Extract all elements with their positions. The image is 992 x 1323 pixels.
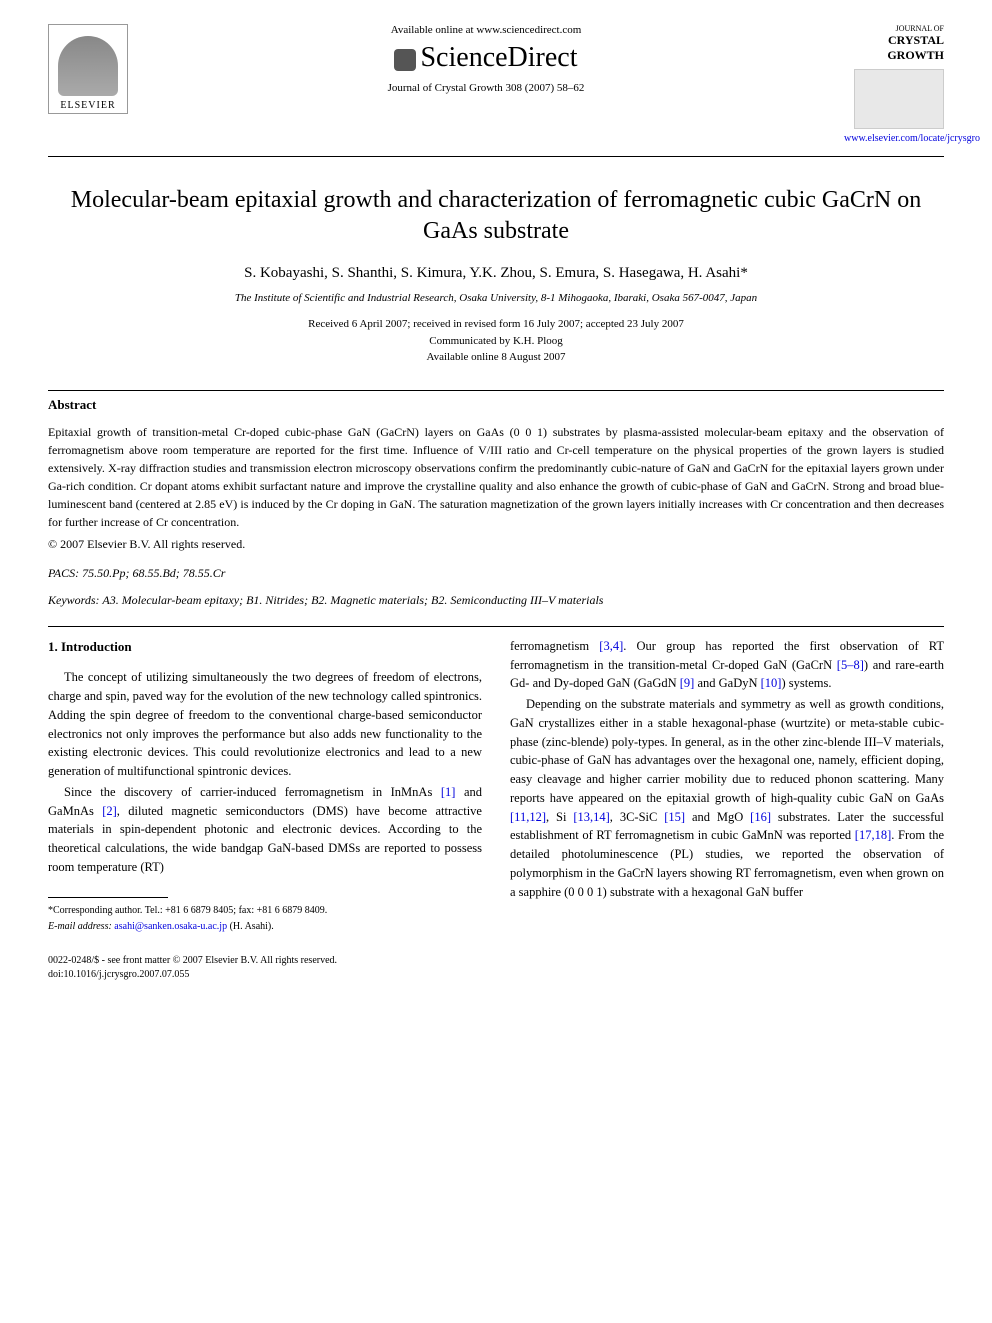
journal-url-link[interactable]: www.elsevier.com/locate/jcrysgro: [844, 133, 944, 144]
ref-link-1[interactable]: [1]: [441, 785, 456, 799]
ref-link-58[interactable]: [5–8]: [837, 658, 864, 672]
left-column: 1. Introduction The concept of utilizing…: [48, 637, 482, 936]
affiliation: The Institute of Scientific and Industri…: [48, 292, 944, 304]
pacs-line: PACS: 75.50.Pp; 68.55.Bd; 78.55.Cr: [48, 566, 944, 581]
sciencedirect-text: ScienceDirect: [420, 42, 577, 73]
keywords-line: Keywords: A3. Molecular-beam epitaxy; B1…: [48, 593, 944, 608]
publication-dates: Received 6 April 2007; received in revis…: [48, 316, 944, 366]
introduction-heading: 1. Introduction: [48, 637, 482, 657]
abstract-heading: Abstract: [48, 397, 944, 413]
ref-link-10[interactable]: [10]: [761, 676, 782, 690]
sciencedirect-icon: [394, 49, 416, 71]
available-online-date: Available online 8 August 2007: [48, 349, 944, 366]
ref-link-34[interactable]: [3,4]: [599, 639, 623, 653]
journal-citation: Journal of Crystal Growth 308 (2007) 58–…: [128, 82, 844, 94]
corresponding-author-footnote: *Corresponding author. Tel.: +81 6 6879 …: [48, 904, 482, 918]
email-link[interactable]: asahi@sanken.osaka-u.ac.jp: [114, 921, 227, 932]
email-author-name: (H. Asahi).: [230, 921, 274, 932]
publisher-name: ELSEVIER: [60, 100, 115, 111]
available-online-text: Available online at www.sciencedirect.co…: [128, 24, 844, 36]
journal-cover-block: JOURNAL OF CRYSTAL GROWTH www.elsevier.c…: [844, 24, 944, 144]
communicated-by: Communicated by K.H. Ploog: [48, 333, 944, 350]
journal-name-small: JOURNAL OF: [844, 24, 944, 33]
journal-name-bold: CRYSTAL GROWTH: [844, 33, 944, 63]
keywords-text: A3. Molecular-beam epitaxy; B1. Nitrides…: [102, 593, 603, 607]
authors-list: S. Kobayashi, S. Shanthi, S. Kimura, Y.K…: [48, 265, 944, 282]
footer-info: 0022-0248/$ - see front matter © 2007 El…: [48, 954, 944, 982]
copyright-text: © 2007 Elsevier B.V. All rights reserved…: [48, 537, 944, 552]
intro-paragraph-2: Since the discovery of carrier-induced f…: [48, 783, 482, 877]
header-row: ELSEVIER Available online at www.science…: [48, 24, 944, 144]
ref-link-15[interactable]: [15]: [664, 810, 685, 824]
footnote-separator: [48, 897, 168, 898]
abstract-top-divider: [48, 390, 944, 391]
abstract-text: Epitaxial growth of transition-metal Cr-…: [48, 423, 944, 531]
elsevier-tree-icon: [58, 36, 118, 96]
received-date: Received 6 April 2007; received in revis…: [48, 316, 944, 333]
ref-link-9[interactable]: [9]: [680, 676, 695, 690]
center-header: Available online at www.sciencedirect.co…: [128, 24, 844, 94]
col2-paragraph-1: ferromagnetism [3,4]. Our group has repo…: [510, 637, 944, 693]
abstract-bottom-divider: [48, 626, 944, 627]
ref-link-1112[interactable]: [11,12]: [510, 810, 546, 824]
intro-paragraph-1: The concept of utilizing simultaneously …: [48, 668, 482, 781]
header-divider: [48, 156, 944, 157]
article-title: Molecular-beam epitaxial growth and char…: [48, 185, 944, 247]
sciencedirect-logo: ScienceDirect: [128, 42, 844, 74]
ref-link-1314[interactable]: [13,14]: [573, 810, 609, 824]
body-columns: 1. Introduction The concept of utilizing…: [48, 637, 944, 936]
pacs-codes: 75.50.Pp; 68.55.Bd; 78.55.Cr: [82, 566, 225, 580]
elsevier-logo: ELSEVIER: [48, 24, 128, 114]
pacs-label: PACS:: [48, 566, 79, 580]
email-label: E-mail address:: [48, 921, 112, 932]
issn-line: 0022-0248/$ - see front matter © 2007 El…: [48, 954, 944, 968]
journal-cover-image: [854, 69, 944, 129]
col2-paragraph-2: Depending on the substrate materials and…: [510, 695, 944, 901]
ref-link-1718[interactable]: [17,18]: [855, 828, 891, 842]
keywords-label: Keywords:: [48, 593, 100, 607]
email-footnote: E-mail address: asahi@sanken.osaka-u.ac.…: [48, 920, 482, 934]
ref-link-2[interactable]: [2]: [102, 804, 117, 818]
doi-line: doi:10.1016/j.jcrysgro.2007.07.055: [48, 968, 944, 982]
ref-link-16[interactable]: [16]: [750, 810, 771, 824]
right-column: ferromagnetism [3,4]. Our group has repo…: [510, 637, 944, 936]
